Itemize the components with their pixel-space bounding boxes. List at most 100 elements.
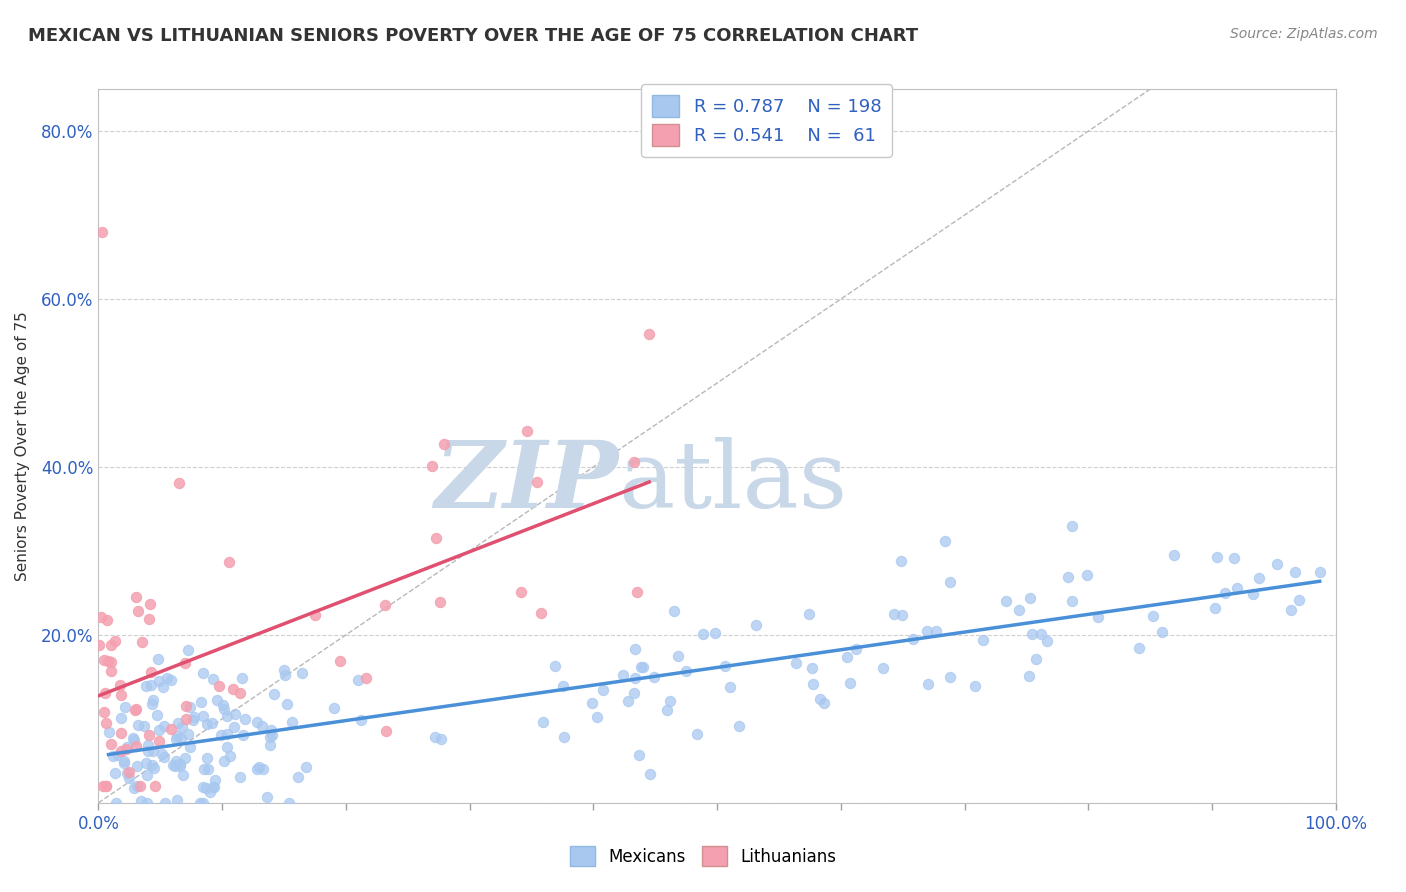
Point (252, 762, 274, 776)
Point (686, 726, 709, 740)
Point (104, 633, 127, 648)
Point (229, 770, 252, 784)
Point (145, 707, 167, 722)
Point (124, 702, 146, 716)
Point (785, 657, 807, 671)
Point (165, 754, 187, 768)
Point (915, 624, 938, 638)
Point (153, 750, 176, 764)
Point (104, 766, 127, 780)
Point (1029, 627, 1052, 641)
Point (110, 743, 132, 757)
Point (718, 680, 741, 694)
Point (118, 772, 141, 786)
Point (201, 716, 224, 731)
Point (617, 694, 640, 708)
Point (1150, 624, 1173, 639)
Point (169, 758, 191, 772)
Point (713, 658, 735, 673)
Point (177, 643, 200, 657)
Point (530, 606, 553, 620)
Point (110, 688, 132, 702)
Point (346, 673, 368, 687)
Point (96, 715, 118, 730)
Point (246, 762, 269, 776)
Point (172, 768, 194, 782)
Point (883, 607, 905, 621)
Point (142, 744, 165, 758)
Point (139, 678, 162, 692)
Point (1076, 567, 1098, 582)
Point (90, 609, 112, 624)
Point (1057, 570, 1080, 584)
Point (108, 678, 131, 692)
Point (94, 779, 117, 793)
Point (165, 759, 187, 773)
Point (322, 701, 344, 715)
Point (93, 653, 115, 667)
Point (1060, 594, 1083, 608)
Point (228, 686, 250, 700)
Point (891, 608, 914, 623)
Text: ZIP: ZIP (434, 437, 619, 526)
Point (215, 709, 238, 723)
Point (190, 695, 212, 709)
Point (215, 739, 238, 754)
Point (124, 703, 146, 717)
Point (174, 750, 197, 764)
Point (138, 738, 160, 752)
Point (146, 652, 169, 666)
Point (638, 767, 661, 781)
Point (97, 654, 120, 668)
Point (224, 707, 246, 722)
Point (148, 673, 170, 688)
Point (139, 597, 162, 611)
Point (202, 780, 225, 794)
Point (1288, 592, 1310, 607)
Point (845, 641, 868, 656)
Point (148, 734, 170, 748)
Point (148, 723, 170, 737)
Point (420, 459, 443, 474)
Point (170, 731, 193, 746)
Point (115, 765, 138, 780)
Point (1060, 519, 1083, 533)
Point (994, 594, 1017, 608)
Point (100, 656, 122, 670)
Point (260, 728, 283, 742)
Point (124, 780, 146, 795)
Point (675, 664, 697, 678)
Point (233, 712, 256, 726)
Point (193, 796, 215, 810)
Point (112, 756, 135, 770)
Point (94, 685, 117, 699)
Point (209, 728, 232, 742)
Point (1204, 601, 1226, 615)
Point (1284, 566, 1306, 580)
Point (135, 679, 157, 693)
Text: MEXICAN VS LITHUANIAN SENIORS POVERTY OVER THE AGE OF 75 CORRELATION CHART: MEXICAN VS LITHUANIAN SENIORS POVERTY OV… (28, 27, 918, 45)
Point (218, 555, 240, 569)
Point (624, 641, 647, 656)
Legend: R = 0.787    N = 198, R = 0.541    N =  61: R = 0.787 N = 198, R = 0.541 N = 61 (641, 84, 891, 157)
Point (623, 455, 645, 469)
Point (250, 718, 273, 732)
Point (1223, 551, 1246, 566)
Point (423, 730, 446, 744)
Point (586, 709, 609, 723)
Point (110, 711, 132, 725)
Point (219, 749, 242, 764)
Point (118, 765, 141, 780)
Point (630, 660, 652, 674)
Point (425, 531, 447, 545)
Point (263, 687, 285, 701)
Point (132, 719, 155, 733)
Point (329, 654, 352, 668)
Point (374, 598, 396, 612)
Point (193, 666, 215, 681)
Point (138, 727, 160, 741)
Point (100, 737, 122, 751)
Point (624, 671, 647, 685)
Point (1128, 641, 1150, 656)
Point (91, 779, 114, 793)
